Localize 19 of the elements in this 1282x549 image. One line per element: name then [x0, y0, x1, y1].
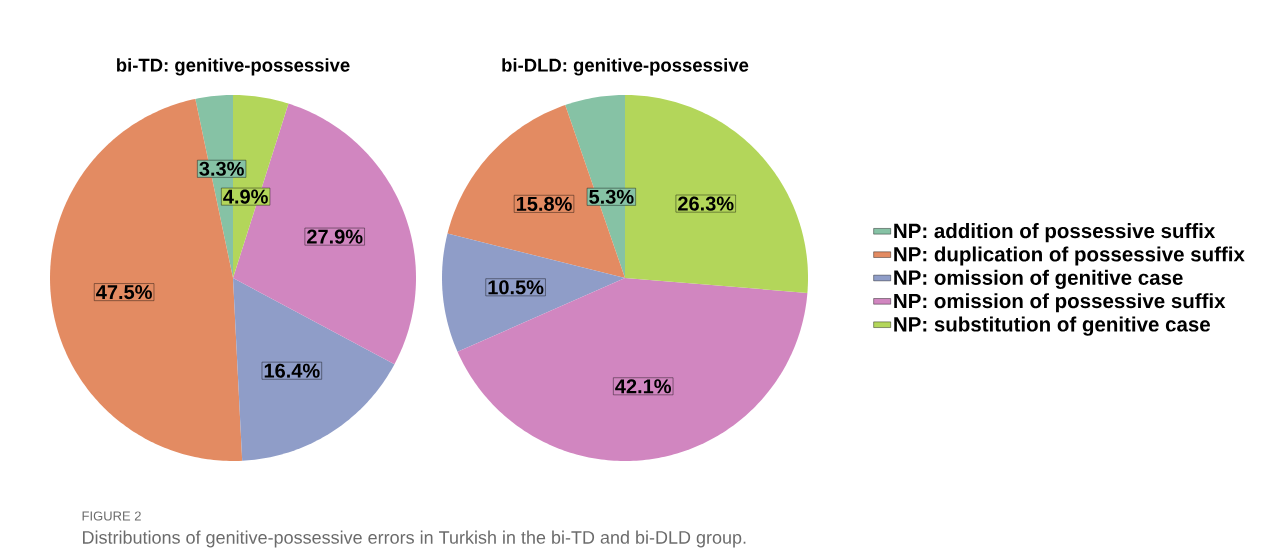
legend-label: NP: duplication of possessive suffix — [894, 246, 1245, 266]
data-label: 47.5% — [96, 285, 152, 300]
legend-label: NP: omission of genitive case — [894, 269, 1183, 290]
data-label: 27.9% — [307, 229, 363, 244]
data-label: 4.9% — [223, 189, 268, 204]
legend-label: NP: omission of possessive suffix — [894, 293, 1226, 313]
chart-title: bi-DLD: genitive-possessive — [502, 58, 749, 76]
caption: FIGURE 2 — [82, 511, 141, 521]
data-label: 3.3% — [199, 161, 244, 176]
text: Distributions of genitive-possessive errors in Turkish in the bi-TD and bi-DLD group. — [83, 530, 746, 548]
data-label: 10.5% — [488, 280, 544, 295]
chart-title: bi-TD: genitive-possessive — [117, 58, 350, 76]
data-label: 26.3% — [678, 196, 734, 211]
legend-label: NP: substitution of genitive case — [894, 316, 1210, 336]
legend-label: NP: addition of possessive suffix — [894, 223, 1216, 243]
data-label: 15.8% — [516, 196, 572, 211]
data-label: 16.4% — [264, 363, 320, 378]
data-label: 5.3% — [589, 189, 634, 204]
data-label: 42.1% — [615, 379, 672, 394]
